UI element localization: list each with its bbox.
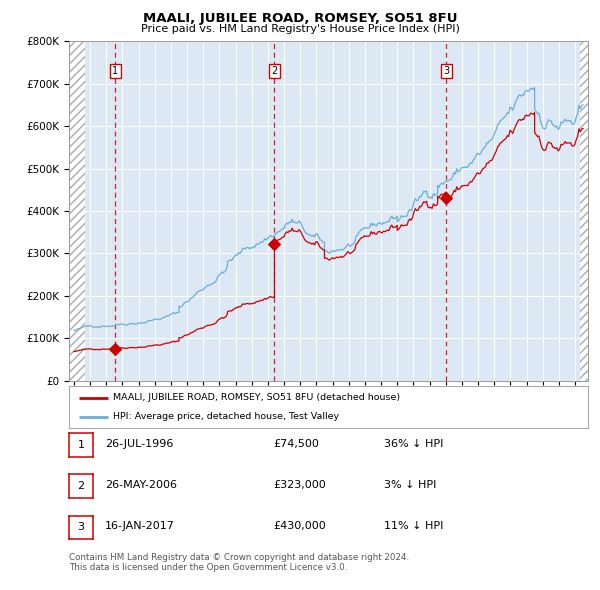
Text: HPI: Average price, detached house, Test Valley: HPI: Average price, detached house, Test…	[113, 412, 339, 421]
Text: 2: 2	[77, 481, 85, 491]
Text: This data is licensed under the Open Government Licence v3.0.: This data is licensed under the Open Gov…	[69, 563, 347, 572]
Text: 3: 3	[443, 66, 449, 76]
Text: MAALI, JUBILEE ROAD, ROMSEY, SO51 8FU (detached house): MAALI, JUBILEE ROAD, ROMSEY, SO51 8FU (d…	[113, 393, 400, 402]
Bar	[69, 41, 85, 381]
Text: Price paid vs. HM Land Registry's House Price Index (HPI): Price paid vs. HM Land Registry's House …	[140, 24, 460, 34]
Text: £74,500: £74,500	[273, 439, 319, 448]
Text: 16-JAN-2017: 16-JAN-2017	[105, 522, 175, 531]
Point	[442, 194, 451, 203]
Text: 1: 1	[112, 66, 118, 76]
Text: 1: 1	[77, 440, 85, 450]
Text: 26-MAY-2006: 26-MAY-2006	[105, 480, 177, 490]
Text: Contains HM Land Registry data © Crown copyright and database right 2024.: Contains HM Land Registry data © Crown c…	[69, 553, 409, 562]
Text: £430,000: £430,000	[273, 522, 326, 531]
Text: 36% ↓ HPI: 36% ↓ HPI	[384, 439, 443, 448]
Point	[269, 239, 279, 248]
Text: 11% ↓ HPI: 11% ↓ HPI	[384, 522, 443, 531]
Text: 3: 3	[77, 523, 85, 532]
Text: MAALI, JUBILEE ROAD, ROMSEY, SO51 8FU: MAALI, JUBILEE ROAD, ROMSEY, SO51 8FU	[143, 12, 457, 25]
Text: 3% ↓ HPI: 3% ↓ HPI	[384, 480, 436, 490]
Text: 26-JUL-1996: 26-JUL-1996	[105, 439, 173, 448]
Text: £323,000: £323,000	[273, 480, 326, 490]
Text: 2: 2	[271, 66, 277, 76]
Point	[110, 344, 120, 353]
Bar	[580, 41, 596, 381]
